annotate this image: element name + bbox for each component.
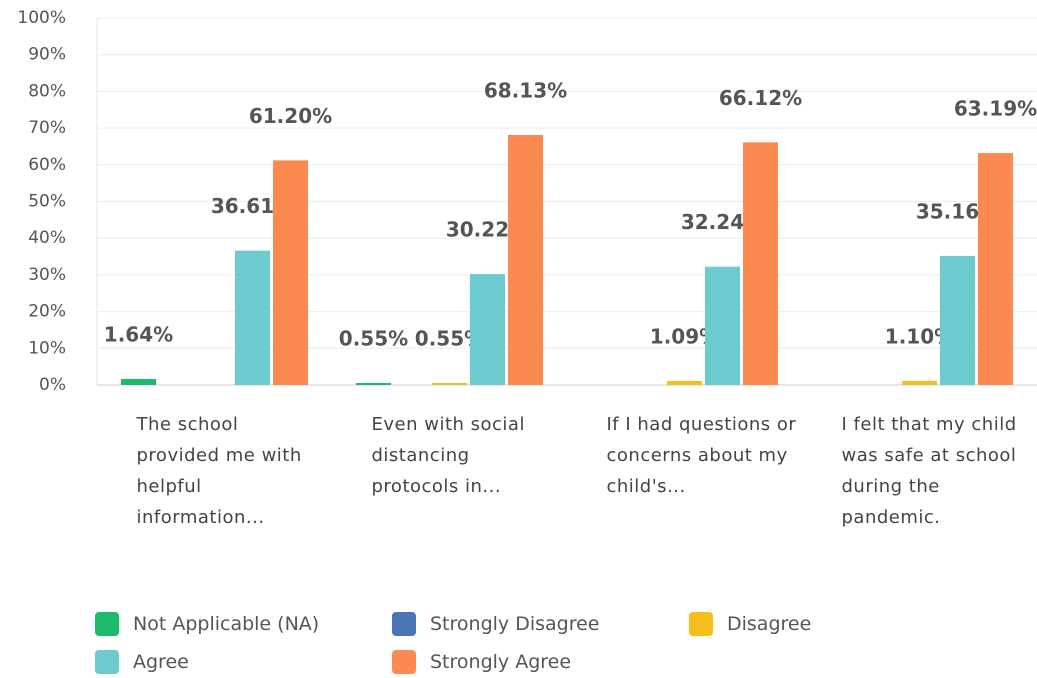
y-tick-label: 40% [28, 228, 66, 248]
y-tick-label: 80% [28, 81, 66, 101]
legend-label: Agree [133, 651, 189, 673]
y-tick-label: 60% [28, 155, 66, 175]
legend-item: Not Applicable (NA) [95, 612, 319, 636]
legend-label: Strongly Disagree [430, 613, 600, 635]
bar [902, 380, 937, 385]
bar [743, 142, 778, 385]
legend-item: Strongly Disagree [392, 612, 599, 636]
bar [940, 255, 975, 385]
legend-item: Disagree [689, 612, 811, 636]
x-tick-label: The school provided me with helpful info… [136, 414, 302, 528]
legend-item: Agree [95, 650, 189, 674]
y-tick-label: 10% [28, 338, 66, 358]
bar [705, 266, 740, 385]
legend-swatch [392, 612, 416, 636]
data-label: 68.13% [484, 78, 567, 102]
legend-label: Strongly Agree [430, 651, 572, 673]
bar [432, 382, 467, 385]
x-tick-label: If I had questions or concerns about my … [606, 414, 797, 497]
y-tick-label: 90% [28, 45, 66, 65]
legend-label: Disagree [727, 613, 812, 635]
legend-label: Not Applicable (NA) [133, 613, 320, 635]
bar [273, 160, 308, 385]
legend-swatch [392, 650, 416, 674]
data-label: 63.19% [954, 97, 1037, 121]
x-tick-label: Even with social distancing protocols in… [371, 414, 525, 497]
bar [356, 382, 391, 385]
legend-swatch [95, 612, 119, 636]
y-tick-label: 0% [39, 375, 66, 395]
x-tick-label: I felt that my child was safe at school … [841, 414, 1017, 528]
y-tick-label: 30% [28, 265, 66, 285]
bar [667, 380, 702, 385]
data-label: 1.64% [104, 322, 173, 346]
legend-swatch [689, 612, 713, 636]
y-tick-label: 70% [28, 118, 66, 138]
bar [121, 378, 156, 385]
bar [235, 250, 270, 385]
y-tick-label: 100% [17, 8, 66, 28]
data-label: 61.20% [249, 104, 332, 128]
y-tick-label: 20% [28, 302, 66, 322]
legend-swatch [95, 650, 119, 674]
bar [470, 274, 505, 385]
y-tick-label: 50% [28, 192, 66, 212]
data-label: 66.12% [719, 86, 802, 110]
legend-item: Strongly Agree [392, 650, 571, 674]
bar [508, 134, 543, 385]
data-label: 0.55% [339, 326, 408, 350]
bar [978, 153, 1013, 385]
